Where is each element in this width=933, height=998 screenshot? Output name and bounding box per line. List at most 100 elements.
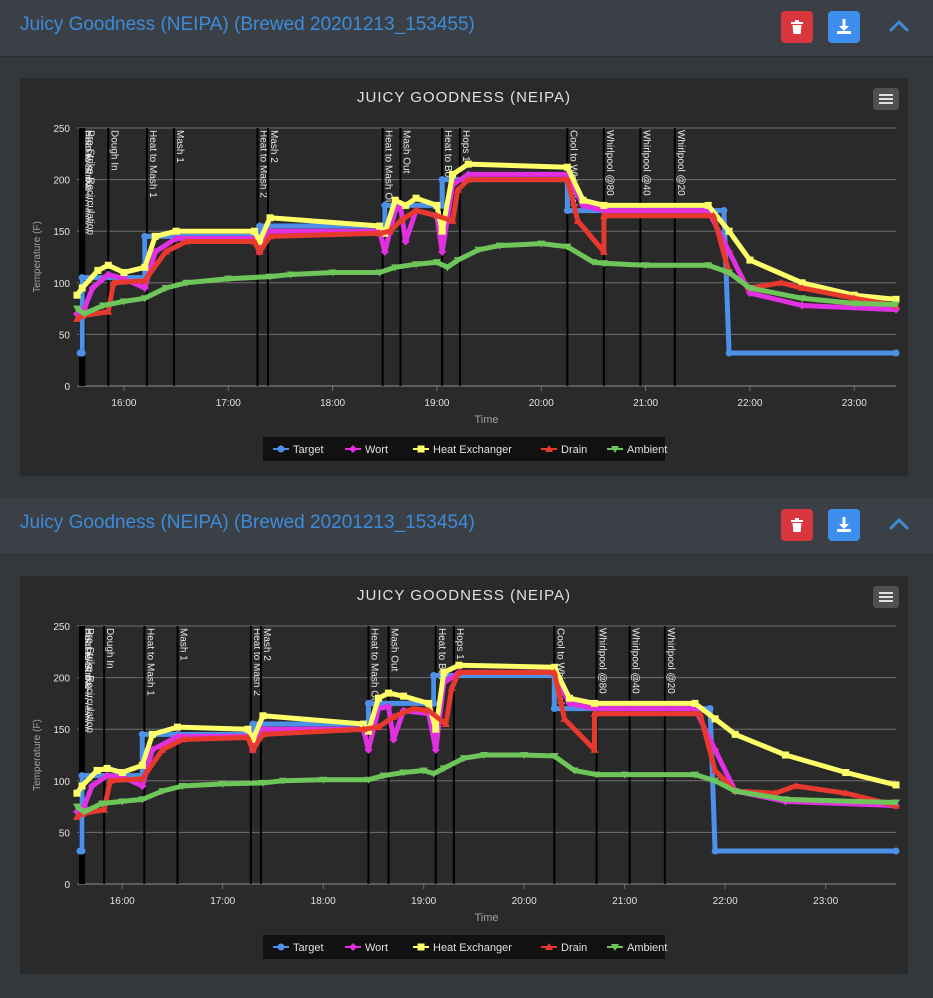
event-label: Whirlpool @20 — [675, 130, 686, 196]
data-point — [711, 766, 720, 774]
data-point — [592, 771, 601, 779]
data-point — [148, 730, 156, 738]
legend-item[interactable]: Wort — [345, 942, 388, 954]
data-point — [709, 211, 718, 219]
data-point — [641, 262, 650, 270]
series-ambient — [73, 240, 900, 318]
data-point — [266, 227, 275, 236]
data-point — [138, 796, 147, 804]
data-point — [248, 745, 257, 753]
data-point — [424, 706, 433, 714]
legend-label: Wort — [365, 942, 388, 954]
data-point — [560, 714, 569, 722]
panel-title[interactable]: Juicy Goodness (NEIPA) (Brewed 20201213_… — [20, 14, 475, 35]
data-point — [118, 769, 126, 777]
collapse-button[interactable] — [885, 510, 913, 538]
x-tick-label: 22:00 — [737, 398, 762, 409]
data-point — [438, 227, 446, 235]
data-point — [520, 752, 529, 759]
data-point — [98, 800, 107, 808]
data-point — [250, 237, 259, 245]
data-point — [711, 745, 720, 754]
data-point — [781, 796, 790, 804]
data-point — [599, 211, 608, 219]
data-point — [570, 767, 579, 775]
data-point — [319, 776, 328, 784]
legend-item[interactable]: Ambient — [607, 444, 667, 456]
data-point — [696, 709, 705, 717]
data-point — [725, 247, 734, 256]
event-label: Mash 2 — [261, 628, 272, 661]
x-tick-label: 23:00 — [813, 896, 838, 907]
event-label: Dough In — [104, 628, 115, 669]
data-point — [172, 234, 181, 243]
data-point — [104, 307, 113, 315]
legend-label: Heat Exchanger — [433, 942, 512, 954]
data-point — [148, 745, 157, 754]
data-point — [375, 229, 384, 237]
data-point — [590, 745, 599, 753]
data-point — [359, 725, 368, 733]
data-point — [78, 349, 86, 357]
data-point — [781, 751, 789, 759]
data-point — [73, 812, 81, 820]
data-point — [550, 668, 559, 676]
data-point — [600, 201, 608, 209]
legend-item[interactable]: Drain — [541, 444, 587, 456]
legend-item[interactable]: Wort — [345, 444, 388, 456]
legend-item[interactable]: Heat Exchanger — [413, 444, 512, 456]
data-point — [579, 201, 588, 210]
download-button[interactable] — [828, 509, 860, 541]
data-point — [474, 246, 483, 254]
data-point — [88, 283, 97, 292]
y-tick-label: 50 — [59, 330, 71, 341]
x-tick-label: 17:00 — [216, 398, 241, 409]
panel-body: 0 50 100 150 200 250 16:00 17:00 18:00 19:00 20:00… — [0, 555, 933, 998]
data-point — [266, 232, 275, 240]
data-point — [93, 766, 101, 774]
data-point — [374, 694, 382, 702]
data-point — [449, 170, 457, 178]
data-point — [104, 261, 112, 269]
trash-icon — [791, 518, 803, 532]
download-button[interactable] — [828, 11, 860, 43]
delete-button[interactable] — [781, 509, 813, 541]
data-point — [850, 294, 859, 302]
data-point — [161, 247, 170, 255]
data-point — [746, 256, 754, 264]
legend-item[interactable]: Heat Exchanger — [413, 942, 512, 954]
data-point — [459, 755, 468, 763]
collapse-button[interactable] — [885, 12, 913, 40]
data-point — [385, 689, 393, 697]
data-point — [151, 232, 159, 240]
legend-item[interactable]: Ambient — [607, 942, 667, 954]
data-point — [798, 301, 807, 310]
data-point — [731, 788, 740, 796]
hamburger-menu-icon[interactable] — [873, 88, 899, 110]
hamburger-menu-icon[interactable] — [873, 586, 899, 608]
data-point — [391, 264, 400, 272]
data-point — [464, 170, 473, 179]
legend-marker — [545, 445, 553, 452]
x-tick-label: 22:00 — [713, 896, 738, 907]
data-point — [798, 283, 807, 291]
data-point — [433, 201, 441, 209]
data-point — [80, 310, 89, 318]
data-point — [158, 788, 167, 796]
event-label: Mash 1 — [174, 130, 185, 163]
x-tick-label: 18:00 — [320, 398, 345, 409]
data-point — [402, 201, 410, 209]
trash-icon — [791, 20, 803, 34]
legend-item[interactable]: Drain — [541, 942, 587, 954]
event-label: Heat to Mash 2 — [251, 628, 262, 696]
panel-header: Juicy Goodness (NEIPA) (Brewed 20201213_… — [0, 498, 933, 555]
legend-item[interactable]: Target — [273, 942, 324, 954]
data-point — [745, 289, 754, 298]
event-label: Heat to Mash 1 — [147, 130, 158, 198]
panel-title[interactable]: Juicy Goodness (NEIPA) (Brewed 20201213_… — [20, 512, 475, 533]
delete-button[interactable] — [781, 11, 813, 43]
legend-item[interactable]: Target — [273, 444, 324, 456]
data-point — [138, 774, 147, 782]
legend-label: Target — [293, 444, 324, 456]
data-point — [565, 694, 573, 702]
